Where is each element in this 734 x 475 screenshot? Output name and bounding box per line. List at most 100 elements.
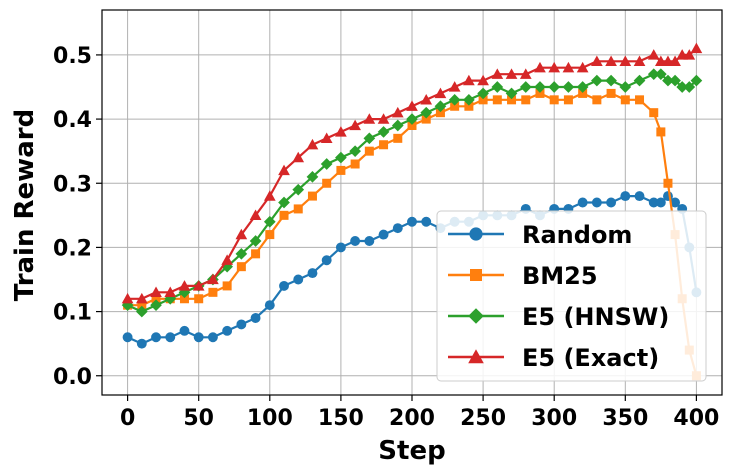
legend-label: E5 (HNSW) [522,303,669,331]
data-point-e5-exact [683,49,696,60]
data-point-random [378,229,389,240]
data-point-bm25 [194,294,204,304]
data-point-e5-exact [178,280,191,291]
data-point-e5-hnsw [683,81,696,93]
data-point-random [350,236,361,246]
x-tick-label: 0 [120,406,135,431]
legend-label: Random [522,221,632,249]
data-point-e5-hnsw [249,235,262,247]
data-point-e5-hnsw [534,81,546,93]
data-point-e5-exact [690,42,703,54]
data-point-bm25 [535,88,545,98]
data-point-bm25 [279,210,289,220]
data-point-e5-exact [562,61,575,73]
data-point-bm25 [307,191,317,201]
data-point-random [655,197,666,208]
data-point-bm25 [435,108,445,118]
data-point-e5-exact [150,286,162,298]
legend-label: BM25 [522,262,598,290]
data-point-e5-hnsw [335,151,347,164]
data-point-e5-exact [207,273,219,285]
data-point-e5-hnsw [377,126,390,138]
data-point-bm25 [336,165,346,175]
data-point-e5-hnsw [669,74,681,87]
data-point-e5-hnsw [278,196,290,209]
data-point-bm25 [620,95,630,105]
data-point-bm25 [521,95,531,105]
series-e5-exact [121,42,703,304]
x-tick-label: 200 [389,406,435,431]
data-point-bm25 [350,159,360,169]
data-point-bm25 [478,95,488,105]
legend-item-random: Random [448,221,632,249]
data-point-e5-exact [463,74,475,86]
data-point-e5-hnsw [491,81,504,93]
data-point-e5-exact [434,87,447,99]
data-point-e5-exact [420,93,433,105]
data-point-e5-hnsw [505,87,518,100]
data-point-bm25 [563,95,573,105]
data-point-e5-exact [363,113,376,124]
data-point-e5-exact [633,55,646,67]
data-point-bm25 [407,121,417,130]
data-point-e5-exact [576,61,589,73]
data-point-random [279,280,289,291]
legend-marker [469,227,483,241]
data-point-e5-exact [249,209,262,221]
x-axis-ticks: 0 50 100 150 200 250 300 350 400 [120,395,719,431]
data-point-e5-hnsw [235,247,248,260]
data-point-bm25 [364,146,374,156]
data-point-e5-hnsw [306,170,319,183]
data-point-random [421,216,432,227]
data-point-bm25 [450,101,460,111]
data-point-bm25 [151,294,161,304]
data-point-e5-hnsw [263,215,276,228]
data-point-bm25 [236,262,246,272]
legend-label: E5 (Exact) [522,344,659,372]
data-point-bm25 [649,108,659,118]
x-tick-label: 250 [460,406,506,431]
data-point-e5-hnsw [576,81,589,93]
data-point-e5-exact [306,138,319,150]
data-point-bm25 [507,95,517,105]
data-point-e5-exact [320,132,333,144]
data-point-e5-exact [519,68,532,79]
data-point-e5-hnsw [349,145,361,158]
y-tick-label: 0.0 [53,365,92,390]
data-point-bm25 [179,294,189,304]
y-tick-label: 0.2 [53,236,92,261]
y-tick-label: 0.5 [53,44,92,69]
data-point-random [670,197,681,208]
data-point-e5-hnsw [619,81,632,93]
data-point-random [321,255,332,266]
data-point-random [407,216,417,227]
data-point-e5-hnsw [292,183,305,196]
data-point-e5-exact [235,228,248,240]
data-point-e5-exact [164,286,177,298]
data-point-e5-hnsw [477,87,489,100]
data-point-random [122,332,133,343]
data-point-random [606,197,617,208]
data-point-bm25 [549,95,559,105]
data-point-e5-exact [349,119,361,131]
data-point-e5-hnsw [591,74,603,87]
data-point-bm25 [464,101,474,111]
data-point-bm25 [293,204,303,214]
data-point-random [335,242,346,253]
data-point-e5-exact [669,55,681,67]
data-point-e5-hnsw [605,74,617,87]
y-axis-ticks: 0.0 0.1 0.2 0.3 0.4 0.5 [53,44,102,390]
data-point-bm25 [492,95,502,105]
data-point-bm25 [379,140,389,150]
data-point-e5-exact [335,126,347,137]
data-point-e5-hnsw [178,286,191,299]
data-point-e5-exact [391,106,404,118]
legend-box [436,210,707,382]
data-point-bm25 [322,178,332,188]
data-point-e5-hnsw [633,74,646,87]
y-axis-label: Train Reward [10,109,40,301]
data-point-random [151,332,161,343]
data-point-e5-hnsw [548,81,561,93]
series-e5-hnsw [121,68,703,318]
